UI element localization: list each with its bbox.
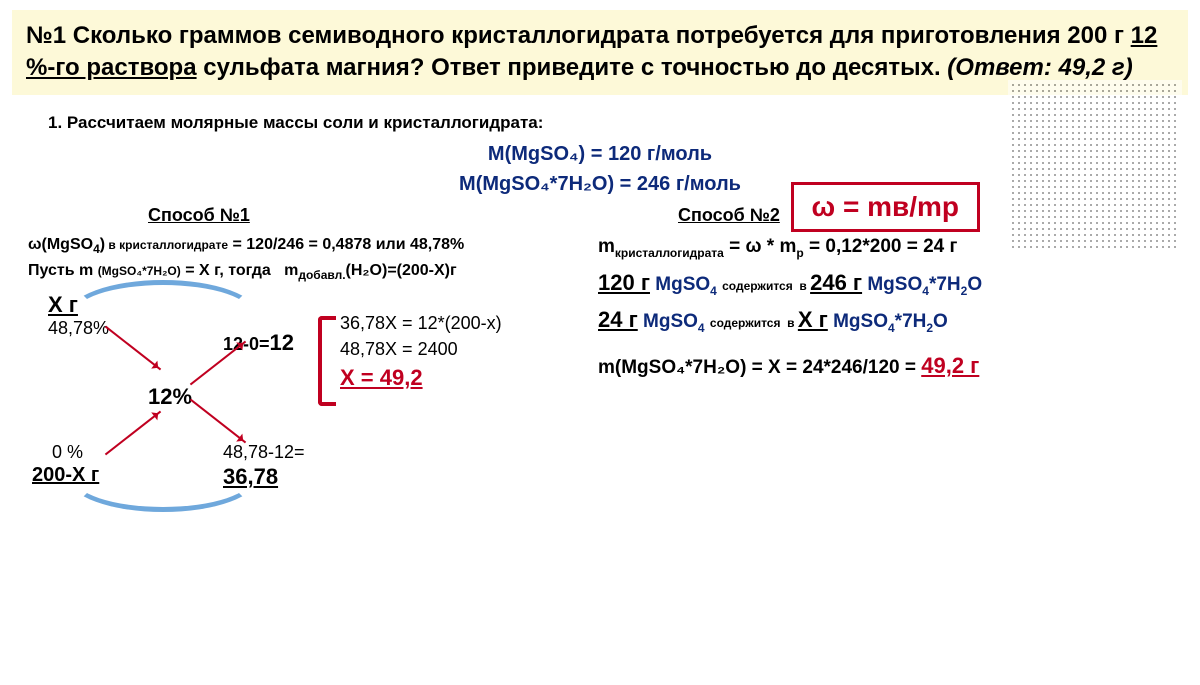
eq-1: 36,78X = 12*(200-x) bbox=[340, 310, 502, 336]
m2-l3d: MgSO4*7H2O bbox=[828, 311, 948, 332]
pct-0: 0 % bbox=[52, 442, 83, 463]
method-1-column: Способ №1 ω(MgSO4) в кристаллогидрате = … bbox=[0, 205, 588, 512]
diff-36-label: 48,78-12= bbox=[223, 442, 305, 463]
pct-48: 48,78% bbox=[48, 318, 109, 339]
omega-calc: ω(MgSO4) в кристаллогидрате = 120/246 = … bbox=[28, 236, 588, 256]
diff-36-value: 36,78 bbox=[223, 464, 278, 490]
problem-number: №1 bbox=[26, 22, 66, 49]
let-statement: Пусть m (MgSO₄*7H₂O) = X г, тогда mдобав… bbox=[28, 262, 588, 282]
m2-line2: 120 г MgSO4 содержится в 246 г MgSO4*7H2… bbox=[598, 270, 1198, 298]
problem-answer: (Ответ: 49,2 г) bbox=[947, 54, 1132, 81]
x-grams: X г bbox=[48, 292, 78, 318]
m2-line1: mкристаллогидрата = ω * mр = 0,12*200 = … bbox=[598, 236, 1198, 260]
bracket-icon bbox=[318, 316, 336, 406]
m2-l3b: MgSO4 bbox=[638, 311, 710, 332]
m2-l3a: 24 г bbox=[598, 307, 638, 332]
m2-l2b: MgSO4 bbox=[650, 274, 722, 295]
m2-l2a: 120 г bbox=[598, 270, 650, 295]
center-12pct: 12% bbox=[148, 384, 192, 410]
arrow-center-br bbox=[190, 399, 246, 444]
mass-200-x: 200-X г bbox=[32, 464, 99, 487]
method-2-title: Способ №2 bbox=[678, 205, 1198, 226]
method-2-column: Способ №2 mкристаллогидрата = ω * mр = 0… bbox=[588, 205, 1198, 512]
eq-2: 48,78X = 2400 bbox=[340, 336, 502, 362]
m2-l2c: 246 г bbox=[810, 270, 862, 295]
equation-block: 36,78X = 12*(200-x) 48,78X = 2400 X = 49… bbox=[340, 310, 502, 394]
arrow-center-tr bbox=[190, 341, 246, 386]
m2-l3c: X г bbox=[798, 307, 828, 332]
m2-answer: 49,2 г bbox=[921, 353, 979, 378]
cross-diagram: X г 48,78% 12-0=12 12% 0 % 200-X г 48,78… bbox=[28, 292, 588, 512]
m2-l4a: m(MgSO₄*7H₂O) = X = 24*246/120 = bbox=[598, 357, 921, 378]
problem-text-a: Сколько граммов семиводного кристаллогид… bbox=[66, 22, 1131, 49]
m2-line3: 24 г MgSO4 содержится в X г MgSO4*7H2O bbox=[598, 307, 1198, 335]
method-1-title: Способ №1 bbox=[148, 205, 588, 226]
problem-text-b: сульфата магния? Ответ приведите с точно… bbox=[197, 54, 948, 81]
diff-12-b: 12 bbox=[270, 330, 294, 355]
m2-line4: m(MgSO₄*7H₂O) = X = 24*246/120 = 49,2 г bbox=[598, 353, 1198, 379]
eq-answer: X = 49,2 bbox=[340, 362, 502, 394]
diff-12: 12-0=12 bbox=[223, 330, 294, 356]
m2-l2d: MgSO4*7H2O bbox=[862, 274, 982, 295]
